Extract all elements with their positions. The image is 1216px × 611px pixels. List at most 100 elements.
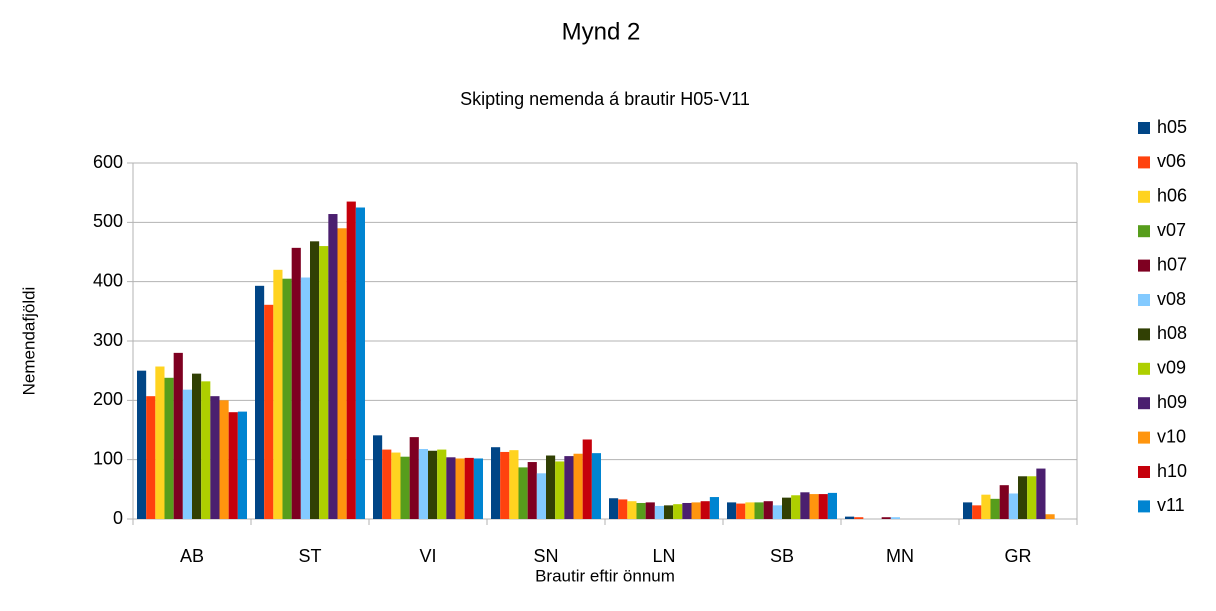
- y-axis-label: Nemendafjöldi: [19, 287, 38, 396]
- legend-swatch: [1138, 190, 1150, 203]
- bar: [890, 517, 900, 519]
- bar: [373, 435, 383, 519]
- bar: [981, 494, 991, 519]
- bar: [192, 373, 202, 519]
- bar: [255, 285, 265, 519]
- legend-swatch: [1138, 122, 1150, 134]
- bar: [201, 381, 211, 519]
- legend-swatch: [1138, 225, 1150, 238]
- bar: [682, 502, 692, 519]
- bar: [664, 505, 674, 519]
- bar: [219, 400, 229, 519]
- bar: [1036, 468, 1046, 519]
- x-tick-label: SN: [533, 546, 558, 566]
- bar: [763, 501, 773, 519]
- bar: [500, 451, 510, 519]
- bar: [609, 498, 619, 519]
- legend-label: h05: [1157, 117, 1187, 137]
- bar: [591, 453, 601, 519]
- legend-label: h10: [1157, 461, 1187, 481]
- bar: [455, 458, 465, 519]
- bar: [1027, 476, 1037, 519]
- y-tick-label: 500: [93, 211, 123, 231]
- bar: [845, 516, 855, 519]
- bar: [736, 503, 746, 519]
- x-axis-label: Brautir eftir önnum: [535, 566, 675, 585]
- y-tick-label: 200: [93, 389, 123, 409]
- chart-subtitle: Skipting nemenda á brautir H05-V11: [460, 89, 750, 109]
- legend-label: v08: [1157, 289, 1186, 309]
- bar: [827, 492, 837, 519]
- legend-label: h08: [1157, 323, 1187, 343]
- bar: [509, 450, 519, 519]
- bar: [809, 494, 819, 519]
- legend-label: h07: [1157, 254, 1187, 274]
- y-tick-label: 400: [93, 270, 123, 290]
- bar: [355, 207, 365, 519]
- legend-label: h09: [1157, 392, 1187, 412]
- legend-label: v07: [1157, 220, 1186, 240]
- bar: [963, 502, 973, 519]
- legend-label: v09: [1157, 358, 1186, 378]
- bar: [155, 366, 165, 519]
- bar: [791, 495, 801, 519]
- bar: [291, 247, 301, 519]
- bar: [173, 352, 183, 519]
- bar: [400, 456, 410, 519]
- y-tick-label: 600: [93, 152, 123, 172]
- bar: [473, 458, 483, 519]
- bar: [990, 498, 1000, 519]
- bar: [627, 501, 637, 519]
- bar: [818, 494, 828, 519]
- bar: [800, 492, 810, 519]
- bar: [618, 499, 628, 519]
- bar: [999, 485, 1009, 519]
- bar: [1008, 493, 1018, 519]
- bar: [972, 505, 982, 519]
- bar: [382, 449, 392, 519]
- bar: [446, 457, 456, 519]
- x-tick-label: LN: [652, 546, 675, 566]
- bar: [691, 502, 701, 519]
- bar: [164, 377, 174, 519]
- bar: [546, 455, 556, 519]
- x-tick-label: ST: [298, 546, 321, 566]
- bar: [1045, 514, 1055, 519]
- bar: [582, 439, 592, 519]
- legend-swatch: [1138, 466, 1150, 478]
- bar: [527, 462, 537, 519]
- bar: [409, 437, 419, 519]
- x-tick-label: AB: [180, 546, 204, 566]
- bar: [146, 396, 156, 519]
- bar: [1018, 476, 1028, 519]
- x-tick-label: SB: [770, 546, 794, 566]
- bar: [564, 456, 574, 519]
- bar: [772, 505, 782, 519]
- bar: [754, 502, 764, 519]
- x-tick-label: GR: [1005, 546, 1032, 566]
- bar: [237, 411, 247, 519]
- bar: [573, 453, 583, 519]
- legend-swatch: [1138, 362, 1150, 375]
- legend-label: h06: [1157, 186, 1187, 206]
- bar: [464, 457, 474, 519]
- bar: [854, 517, 864, 519]
- bar: [536, 473, 546, 519]
- bar: [881, 517, 891, 519]
- legend-label: v11: [1157, 495, 1185, 515]
- bar: [782, 497, 792, 519]
- bar: [428, 450, 438, 519]
- bar: [645, 502, 655, 519]
- legend-swatch: [1138, 156, 1150, 169]
- legend-swatch: [1138, 328, 1150, 341]
- bar: [437, 449, 447, 519]
- legend-label: v10: [1157, 426, 1186, 446]
- bar: [636, 502, 646, 519]
- bar: [391, 452, 401, 519]
- bar: [182, 389, 192, 519]
- bar: [418, 448, 428, 519]
- bar: [228, 412, 238, 519]
- bar: [555, 461, 565, 519]
